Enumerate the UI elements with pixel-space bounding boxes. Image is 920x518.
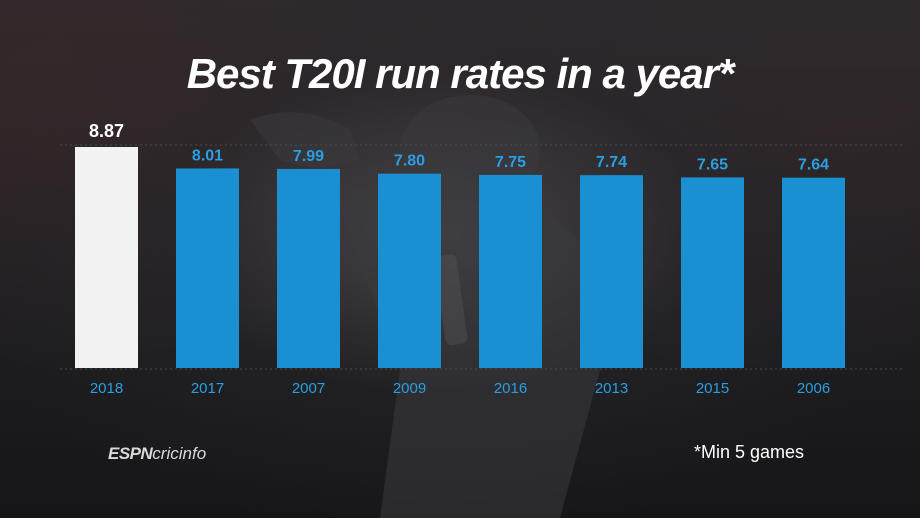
bar-2015 (681, 177, 744, 368)
bar-2016 (479, 175, 542, 368)
category-label-2006: 2006 (797, 380, 830, 397)
category-label-2018: 2018 (90, 380, 123, 397)
value-label-2017: 8.01 (192, 147, 223, 164)
category-label-2015: 2015 (696, 380, 729, 397)
bar-2018 (75, 147, 138, 368)
value-label-2006: 7.64 (798, 157, 829, 174)
value-label-2016: 7.75 (495, 154, 526, 171)
bar-2006 (782, 178, 845, 368)
brand-espn: ESPN (108, 444, 152, 463)
value-label-2015: 7.65 (697, 156, 728, 173)
bar-2007 (277, 169, 340, 368)
bar-2013 (580, 175, 643, 368)
bar-2017 (176, 168, 239, 368)
category-label-2017: 2017 (191, 380, 224, 397)
footnote: *Min 5 games (694, 442, 804, 463)
value-label-2013: 7.74 (596, 154, 627, 171)
brand-cricinfo: cricinfo (152, 444, 206, 463)
category-label-2009: 2009 (393, 380, 426, 397)
category-label-2013: 2013 (595, 380, 628, 397)
category-label-2007: 2007 (292, 380, 325, 397)
espncricinfo-logo: ESPNcricinfo (108, 444, 206, 464)
category-label-2016: 2016 (494, 380, 527, 397)
bar-2009 (378, 174, 441, 368)
value-label-2018: 8.87 (89, 121, 124, 141)
value-label-2009: 7.80 (394, 153, 425, 170)
value-label-2007: 7.99 (293, 148, 324, 165)
